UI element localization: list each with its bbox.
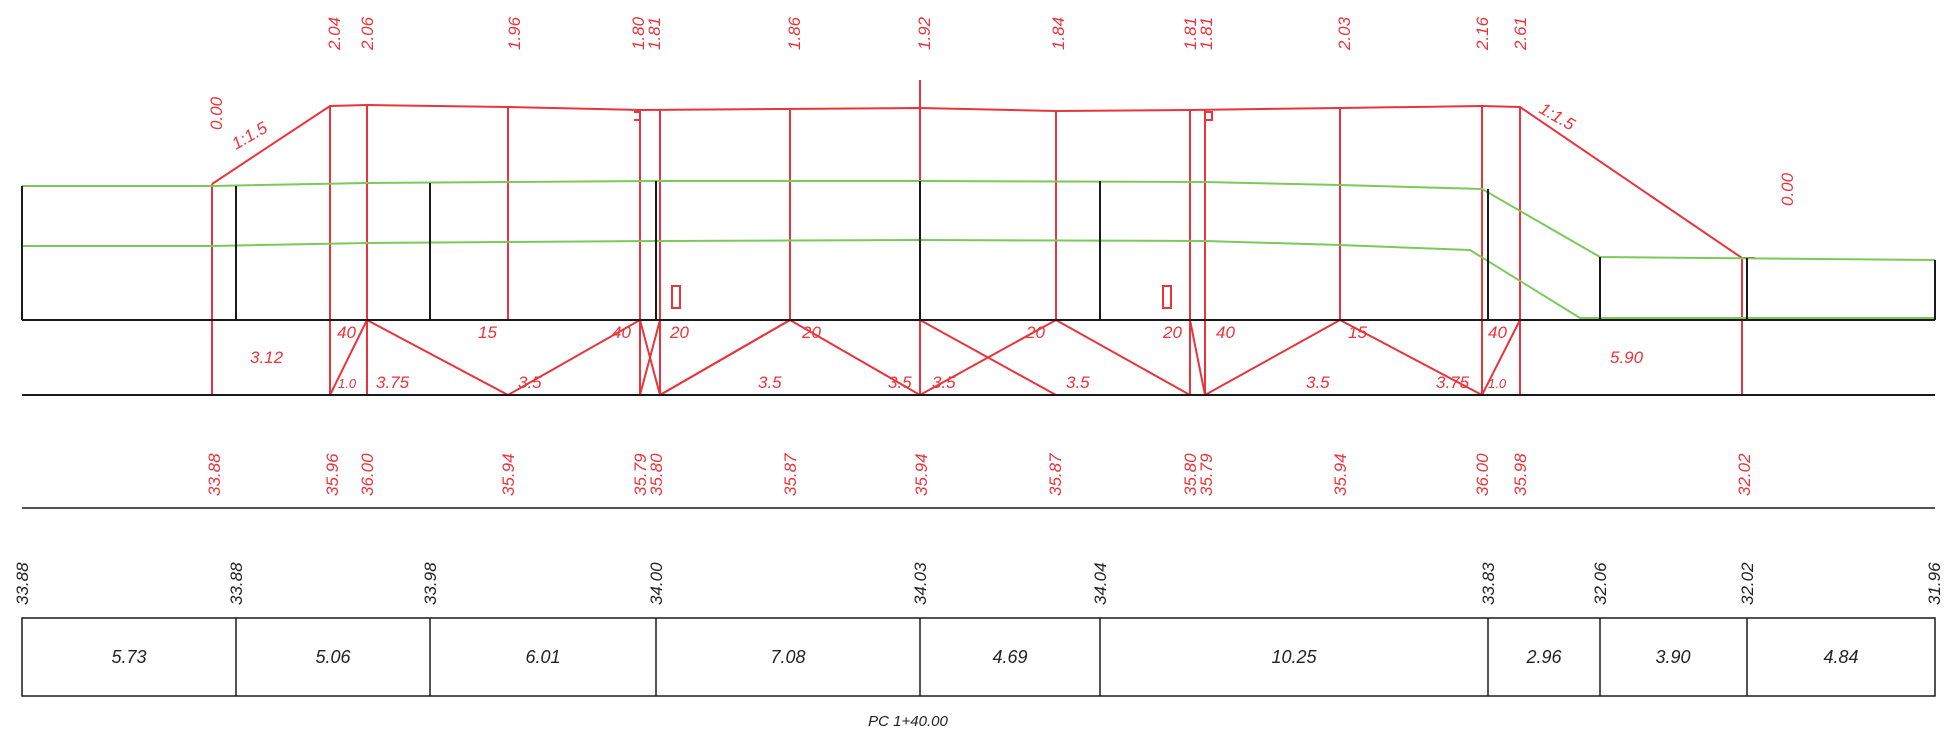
design-elevation: 35.79	[631, 453, 650, 496]
ground-elevation: 34.00	[647, 562, 666, 605]
slope-percent: 20	[1025, 323, 1045, 342]
ground-elevation: 31.96	[1925, 562, 1944, 605]
height-label: 1.81	[645, 17, 664, 50]
height-label: 1.96	[505, 16, 524, 50]
design-elevation: 35.98	[1511, 453, 1530, 496]
height-label: 2.16	[1473, 16, 1492, 51]
existing-ground	[22, 180, 1936, 319]
small-marker	[1162, 285, 1172, 309]
slope-percent: 15	[478, 323, 497, 342]
slope-percent: 40	[1216, 323, 1235, 342]
design-elevation: 35.87	[1046, 453, 1065, 496]
ground-elevation: 33.88	[227, 562, 246, 605]
design-elevation: 35.80	[647, 453, 666, 496]
ground-elevation: 34.03	[911, 562, 930, 605]
ground-elevation-row: 33.88 33.88 33.98 34.00 34.03 34.04 33.8…	[13, 562, 1944, 605]
design-elevation: 32.02	[1735, 453, 1754, 496]
width-value: 3.5	[1306, 373, 1330, 392]
design-heights: 2.04 2.06 1.96 1.80 1.81 1.86 1.92 1.84 …	[325, 16, 1530, 51]
slope-percent: 20	[801, 323, 821, 342]
slope-zigzag	[639, 319, 661, 396]
distance-cell: 4.84	[1823, 647, 1858, 667]
distance-table-frame	[21, 617, 1936, 697]
small-marker	[671, 285, 681, 309]
design-elevation: 35.80	[1181, 453, 1200, 496]
height-label: 1.86	[785, 16, 804, 50]
distance-table	[21, 617, 1936, 697]
width-value: 3.5	[1066, 373, 1090, 392]
distance-cell: 5.73	[111, 647, 146, 667]
width-value: 3.12	[250, 348, 284, 367]
height-label: 1.81	[1181, 17, 1200, 50]
distance-cell: 7.08	[770, 647, 805, 667]
height-label: 2.04	[325, 17, 344, 51]
slope-zigzag	[919, 319, 1057, 396]
station-label: PC 1+40.00	[868, 713, 948, 730]
slope-zigzag	[659, 319, 791, 396]
width-value: 3.75	[376, 373, 410, 392]
ground-elevation: 33.98	[421, 562, 440, 605]
width-row: 3.12 1.0 3.75 3.5 3.5 3.5 3.5 3.5 3.5 3.…	[250, 348, 1644, 392]
distance-cell: 10.25	[1271, 647, 1317, 667]
width-value: 1.0	[338, 376, 357, 391]
width-value: 1.0	[1488, 376, 1507, 391]
distance-cell: 4.69	[992, 647, 1027, 667]
distance-values: 5.73 5.06 6.01 7.08 4.69 10.25 2.96 3.90…	[111, 647, 1858, 667]
edge-height-right: 0.00	[1778, 172, 1797, 206]
slope-percent: 40	[337, 323, 356, 342]
width-value: 3.5	[758, 373, 782, 392]
reference-lines	[21, 181, 1936, 509]
height-label: 1.84	[1049, 17, 1068, 50]
distance-cell: 5.06	[315, 647, 351, 667]
design-elevation-row: 33.88 35.96 36.00 35.94 35.79 35.80 35.8…	[205, 453, 1754, 496]
slope-percent: 15	[1348, 323, 1367, 342]
height-label: 1.81	[1197, 17, 1216, 50]
design-tick	[634, 111, 641, 121]
width-value: 3.5	[518, 373, 542, 392]
height-label: 2.06	[358, 16, 377, 51]
height-label: 2.61	[1511, 17, 1530, 51]
edge-height-left: 0.00	[207, 96, 226, 130]
existing-upper-line	[22, 180, 1936, 261]
slope-ratio-right: 1:1.5	[1536, 99, 1579, 135]
width-value: 5.90	[1610, 348, 1644, 367]
ground-elevation: 34.04	[1091, 562, 1110, 605]
existing-lower-line	[22, 238, 1935, 319]
width-value: 3.5	[932, 373, 956, 392]
design-elevation: 36.00	[1473, 453, 1492, 496]
distance-cell: 6.01	[525, 647, 560, 667]
design-elevation: 35.87	[781, 453, 800, 496]
ground-elevation: 32.06	[1591, 562, 1610, 605]
design-elevation: 35.79	[1197, 453, 1216, 496]
ground-elevation: 33.88	[13, 562, 32, 605]
ground-elevation: 33.83	[1479, 562, 1498, 605]
slope-zigzag	[1189, 319, 1206, 396]
width-value: 3.75	[1436, 373, 1470, 392]
design-elevation: 35.96	[323, 453, 342, 496]
ground-elevation: 32.02	[1738, 562, 1757, 605]
width-value: 3.5	[888, 373, 912, 392]
height-label: 1.92	[915, 16, 934, 50]
slope-percent: 20	[1162, 323, 1182, 342]
slope-percent: 40	[612, 323, 631, 342]
height-label: 2.03	[1335, 16, 1354, 51]
design-elevation: 35.94	[912, 453, 931, 496]
slope-percent: 40	[1488, 323, 1507, 342]
slope-percent: 20	[669, 323, 689, 342]
design-elevation: 35.94	[499, 453, 518, 496]
distance-cell: 2.96	[1525, 647, 1562, 667]
design-tick	[1206, 111, 1213, 121]
distance-cell: 3.90	[1655, 647, 1690, 667]
design-cross-section	[211, 80, 1755, 397]
slope-zigzag	[1481, 319, 1521, 396]
height-label: 1.80	[629, 16, 648, 50]
design-elevation: 33.88	[205, 453, 224, 496]
slope-percent-row: 40 15 40 20 20 20 20 40 15 40	[337, 323, 1507, 342]
design-elevation: 36.00	[358, 453, 377, 496]
design-elevation: 35.94	[1331, 453, 1350, 496]
slope-zigzag	[329, 319, 368, 396]
